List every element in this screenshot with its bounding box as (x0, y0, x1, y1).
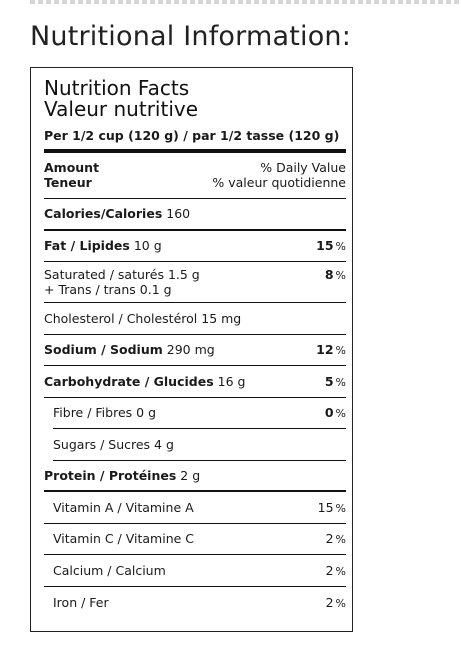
sugars-cell: Sugars / Sucres 4 g (53, 437, 174, 452)
sodium-label: Sodium / Sodium (44, 342, 163, 358)
carbohydrate-dv-number: 5 (324, 373, 334, 389)
serving-size: Per 1/2 cup (120 g) / par 1/2 tasse (120… (44, 128, 346, 153)
saturated-trans-cell: Saturated / saturés 1.5 g + Trans / tran… (44, 267, 200, 297)
sugars-value: 4 g (154, 436, 174, 452)
sodium-dv-unit: % (335, 344, 346, 358)
carbohydrate-row: Carbohydrate / Glucides 16 g 5% (44, 366, 346, 398)
title-english: Nutrition Facts (44, 76, 190, 100)
trans-line: + Trans / trans 0.1 g (44, 282, 200, 297)
sodium-daily-value: 12% (316, 342, 346, 357)
iron-dv-number: 2 (325, 594, 334, 610)
iron-row: Iron / Fer 2% (44, 587, 346, 619)
fibre-cell: Fibre / Fibres 0 g (53, 405, 156, 420)
fat-label: Fat / Lipides (44, 238, 130, 254)
sodium-value: 290 mg (166, 342, 215, 358)
calories-value: 160 (166, 206, 191, 222)
calories-cell: Calories/Calories 160 (44, 206, 190, 221)
protein-value: 2 g (180, 467, 201, 483)
saturated-value: 1.5 g (167, 267, 200, 282)
sugars-label: Sugars / Sucres (53, 436, 151, 452)
trans-value: 0.1 g (139, 282, 172, 297)
calories-label: Calories/Calories (44, 206, 163, 222)
vitamin-c-dv-unit: % (335, 533, 346, 547)
saturated-daily-value: 8% (325, 267, 346, 283)
iron-daily-value: 2% (326, 595, 346, 610)
daily-value-header-fr: % valeur quotidienne (212, 175, 346, 190)
carbohydrate-value: 16 g (217, 373, 246, 389)
carbohydrate-label: Carbohydrate / Glucides (44, 373, 214, 389)
protein-cell: Protein / Protéines 2 g (44, 468, 200, 483)
carbohydrate-daily-value: 5% (325, 374, 346, 389)
calcium-label: Calcium / Calcium (53, 562, 166, 578)
fibre-dv-unit: % (335, 407, 346, 421)
fibre-dv-number: 0 (324, 405, 334, 421)
iron-dv-unit: % (335, 596, 346, 610)
saturated-dv-unit: % (335, 269, 346, 282)
calcium-dv-number: 2 (325, 562, 334, 578)
saturated-dv-number: 8 (324, 267, 334, 282)
iron-label: Iron / Fer (53, 594, 109, 610)
fat-dv-number: 15 (316, 238, 334, 254)
sodium-dv-number: 12 (316, 342, 334, 358)
fat-dv-unit: % (335, 240, 346, 254)
column-header-row: Amount Teneur % Daily Value % valeur quo… (44, 153, 346, 199)
vitamin-c-daily-value: 2% (326, 531, 346, 546)
sodium-row: Sodium / Sodium 290 mg 12% (44, 335, 346, 366)
amount-header-en: Amount (44, 160, 100, 175)
vitamin-a-dv-number: 15 (317, 499, 334, 515)
daily-value-header-en: % Daily Value (260, 160, 346, 175)
daily-value-header: % Daily Value % valeur quotidienne (212, 160, 346, 190)
carbohydrate-dv-unit: % (335, 375, 346, 389)
vitamin-c-label: Vitamin C / Vitamine C (53, 531, 195, 547)
nutrition-facts-panel: Nutrition Facts Valeur nutritive Per 1/2… (30, 67, 353, 632)
fat-cell: Fat / Lipides 10 g (44, 238, 162, 253)
amount-header: Amount Teneur (44, 160, 99, 190)
fibre-row: Fibre / Fibres 0 g 0% (53, 398, 346, 429)
vitamin-a-label: Vitamin A / Vitamine A (53, 499, 194, 515)
top-dashed-divider (30, 0, 461, 4)
saturated-label: Saturated / saturés (44, 267, 164, 282)
title-french: Valeur nutritive (44, 97, 199, 121)
amount-header-fr: Teneur (44, 175, 92, 190)
sodium-cell: Sodium / Sodium 290 mg (44, 342, 215, 357)
cholesterol-value: 15 mg (201, 310, 242, 326)
vitamin-a-row: Vitamin A / Vitamine A 15% (44, 492, 346, 524)
calcium-dv-unit: % (335, 564, 346, 578)
vitamin-a-dv-unit: % (335, 501, 346, 515)
page-heading: Nutritional Information: (30, 21, 352, 52)
calcium-daily-value: 2% (326, 563, 346, 578)
vitamin-c-row: Vitamin C / Vitamine C 2% (44, 524, 346, 555)
vitamin-a-daily-value: 15% (318, 500, 346, 515)
carbohydrate-cell: Carbohydrate / Glucides 16 g (44, 374, 245, 389)
calories-row: Calories/Calories 160 (44, 199, 346, 231)
cholesterol-cell: Cholesterol / Cholestérol 15 mg (44, 311, 241, 326)
trans-label: + Trans / trans (44, 282, 136, 297)
saturated-trans-row: Saturated / saturés 1.5 g + Trans / tran… (44, 262, 346, 303)
calcium-row: Calcium / Calcium 2% (44, 555, 346, 587)
fibre-label: Fibre / Fibres (53, 405, 133, 421)
vitamin-c-dv-number: 2 (325, 531, 334, 547)
fat-value: 10 g (133, 238, 162, 254)
cholesterol-row: Cholesterol / Cholestérol 15 mg (44, 303, 346, 335)
saturated-line: Saturated / saturés 1.5 g (44, 267, 200, 282)
fibre-daily-value: 0% (325, 405, 346, 420)
protein-row: Protein / Protéines 2 g (44, 461, 346, 492)
cholesterol-label: Cholesterol / Cholestérol (44, 310, 198, 326)
protein-label: Protein / Protéines (44, 467, 177, 483)
sugars-row: Sugars / Sucres 4 g (53, 429, 346, 461)
fat-daily-value: 15% (316, 238, 346, 253)
fibre-value: 0 g (136, 405, 157, 421)
fat-row: Fat / Lipides 10 g 15% (44, 231, 346, 262)
